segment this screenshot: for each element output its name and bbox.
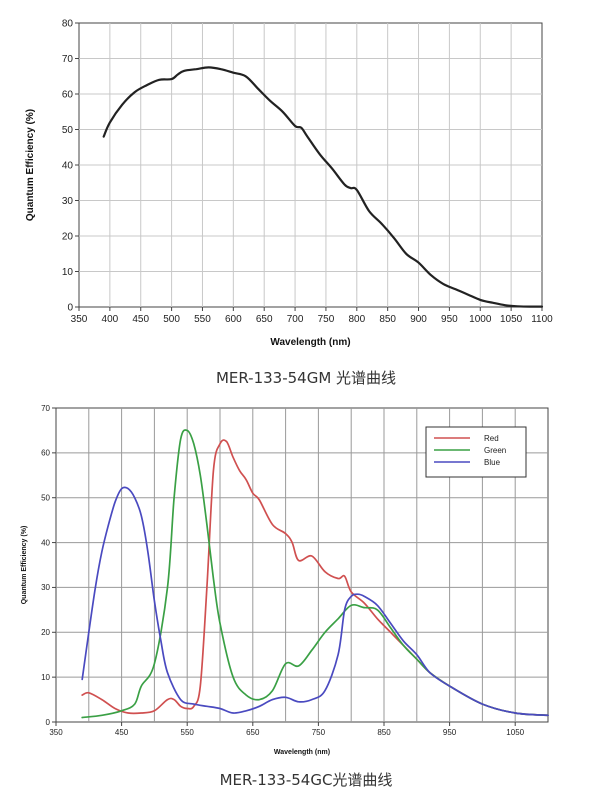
series-line-mono [102,66,544,308]
y-tick-label: 40 [41,538,50,547]
x-tick-label: 350 [71,314,88,325]
mono-qe-chart: 350 400 450 500 550 600 650 700 750 800 850 900 950 1… [25,19,553,349]
y-tick-label: 0 [46,718,51,727]
color-qe-chart: 350 450 550 650 750 850 950 1050 0 10 20 30 40 50 60 70… [21,404,549,756]
x-tick-label: 450 [115,728,129,737]
y-tick-label: 10 [41,673,50,682]
color-chart-caption: MER-133-54GC光谱曲线 [219,771,393,789]
x-tick-label: 1100 [531,314,553,325]
x-tick-label: 1050 [506,728,524,737]
series-line-red [81,439,549,717]
series-line-green [81,429,549,719]
legend-label-red: Red [484,434,499,443]
x-tick-label: 750 [312,728,326,737]
x-axis-label: Wavelength (nm) [274,749,330,756]
x-tick-label: 400 [102,314,119,325]
x-tick-label: 900 [410,314,427,325]
y-tick-label: 70 [41,404,50,413]
y-tick-label: 20 [62,232,74,243]
y-tick-label: 30 [62,196,74,207]
x-tick-label: 550 [194,314,211,325]
x-tick-label: 700 [287,314,304,325]
legend-box [425,426,527,478]
x-tick-label: 850 [379,314,396,325]
y-tick-label: 50 [62,125,74,136]
y-tick-label: 0 [67,303,73,314]
x-tick-label: 750 [318,314,335,325]
x-tick-label: 650 [246,728,260,737]
x-tick-label: 950 [443,728,457,737]
y-tick-label: 30 [41,583,50,592]
y-tick-label: 60 [41,449,50,458]
legend-label-blue: Blue [484,458,501,467]
x-tick-label: 450 [132,314,149,325]
x-tick-label: 1050 [500,314,523,325]
y-axis-label: Quantum Efficiency (%) [21,526,28,605]
y-axis-label: Quantum Efficiency (%) [25,109,36,221]
mono-chart-caption: MER-133-54GM 光谱曲线 [215,369,397,387]
x-tick-label: 500 [163,314,180,325]
x-tick-label: 650 [256,314,273,325]
x-tick-label: 600 [225,314,242,325]
x-tick-label: 850 [377,728,391,737]
x-tick-label: 950 [441,314,458,325]
y-tick-label: 10 [62,267,74,278]
series-line-blue [81,486,549,717]
x-tick-label: 800 [348,314,365,325]
x-tick-label: 350 [49,728,63,737]
x-axis-label: Wavelength (nm) [270,337,350,348]
y-tick-label: 80 [62,19,74,30]
y-tick-label: 60 [62,90,74,101]
y-tick-label: 70 [62,54,74,65]
legend-label-green: Green [484,446,506,455]
y-tick-label: 40 [62,161,74,172]
x-tick-label: 1000 [469,314,492,325]
x-tick-label: 550 [181,728,195,737]
y-tick-label: 20 [41,628,50,637]
y-tick-label: 50 [41,494,50,503]
